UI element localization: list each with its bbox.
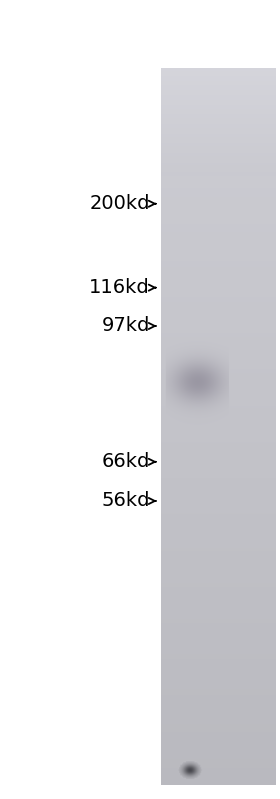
- Text: 97kd: 97kd: [101, 316, 150, 336]
- Text: 66kd: 66kd: [101, 452, 150, 471]
- Text: 56kd: 56kd: [101, 491, 150, 511]
- Text: 116kd: 116kd: [89, 278, 150, 297]
- Text: 200kd: 200kd: [89, 194, 150, 213]
